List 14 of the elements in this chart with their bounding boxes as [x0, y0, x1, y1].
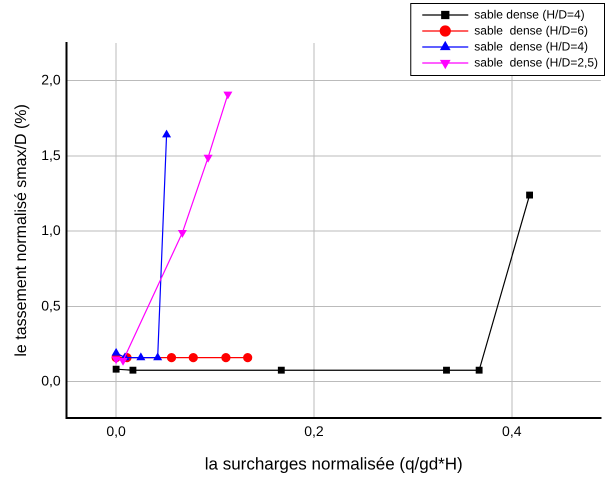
legend-label: sable dense (H/D=2,5): [474, 55, 598, 70]
x-tick-label: 0,0: [106, 423, 126, 440]
x-tick-label: 0,4: [502, 423, 522, 440]
legend-label: sable dense (H/D=4): [474, 7, 585, 22]
y-tick-label: 0,5: [41, 297, 61, 314]
y-tick-label: 0,0: [41, 372, 61, 389]
y-axis-title: le tassement normalisé smax/D (%): [13, 104, 30, 357]
legend-label: sable dense (H/D=4): [474, 39, 588, 54]
x-tick-label: 0,2: [304, 423, 324, 440]
legend-label: sable dense (H/D=6): [474, 23, 588, 38]
y-tick-label: 2,0: [41, 71, 61, 88]
y-tick-label: 1,0: [41, 222, 61, 238]
x-axis-title: la surcharges normalisée (q/gd*H): [204, 454, 463, 474]
y-tick-label: 1,5: [41, 146, 61, 163]
